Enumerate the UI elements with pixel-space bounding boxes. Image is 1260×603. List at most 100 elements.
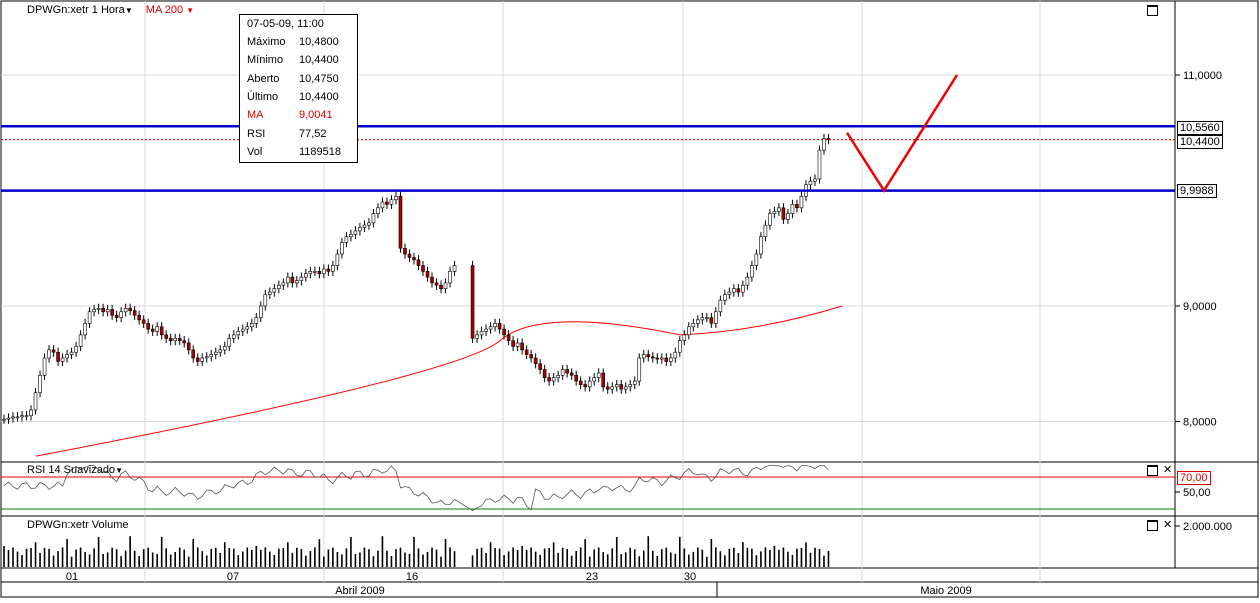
volume-bar	[453, 551, 456, 567]
close-icon[interactable]: ✕	[1163, 518, 1173, 531]
price-tag-last: 10,4400	[1177, 135, 1223, 149]
volume-bar	[115, 549, 118, 567]
symbol-legend[interactable]: DPWGn:xetr 1 Hora▼ MA 200 ▼	[27, 4, 194, 16]
volume-bar	[827, 550, 830, 567]
volume-bar	[561, 547, 564, 567]
volume-bar	[516, 549, 519, 567]
candle-body	[817, 149, 822, 180]
volume-bar	[476, 548, 478, 567]
volume-bar	[341, 554, 343, 567]
info-value: 10,4400	[299, 54, 339, 67]
rsi-legend[interactable]: RSI 14 Suavizado▼	[27, 464, 123, 476]
volume-label: DPWGn:xetr Volume	[27, 519, 129, 531]
candle-body	[164, 334, 168, 339]
volume-bar	[755, 555, 758, 567]
rsi-tick-label: 50,00	[1183, 487, 1211, 499]
candle-body	[741, 284, 745, 293]
candle-body	[159, 326, 164, 336]
maximize-icon[interactable]	[1147, 465, 1158, 476]
candle-body	[65, 354, 69, 359]
candle-body	[515, 342, 520, 347]
volume-bar	[697, 547, 699, 567]
candle-body	[218, 349, 223, 353]
candle-body	[209, 354, 214, 358]
candle-body	[38, 374, 42, 393]
volume-bar	[552, 542, 555, 567]
candle-body	[781, 207, 786, 220]
volume-bar	[345, 548, 348, 567]
volume-bar	[70, 556, 73, 567]
candle-body	[24, 415, 29, 418]
info-value: 1189518	[299, 145, 342, 158]
candle-body	[195, 357, 200, 362]
candle-body	[272, 288, 277, 293]
candle-body	[655, 357, 660, 360]
candle-body	[777, 207, 781, 212]
volume-bar	[12, 547, 14, 567]
info-value: 77,52	[299, 127, 327, 140]
candle-body	[714, 311, 718, 324]
maximize-icon[interactable]	[1147, 520, 1158, 531]
volume-bar	[287, 542, 289, 567]
volume-bar	[778, 549, 780, 567]
candle-body	[610, 386, 615, 390]
rsi-tag-70: 70,00	[1177, 471, 1211, 485]
candle-body	[313, 271, 317, 273]
candle-body	[227, 338, 232, 347]
x-month-label: Abril 2009	[335, 585, 385, 597]
candle-body	[277, 284, 281, 289]
volume-bar	[557, 552, 559, 567]
volume-bar	[106, 552, 109, 567]
candle-body	[385, 201, 389, 205]
candle-body	[578, 380, 583, 385]
volume-bar	[332, 547, 334, 567]
info-key: Mínimo	[247, 54, 284, 67]
ma-legend[interactable]: MA 200 ▼	[146, 4, 194, 16]
candle-body	[344, 236, 349, 243]
volume-bar	[737, 553, 740, 567]
close-icon[interactable]: ✕	[1163, 463, 1173, 476]
moving-average-layer	[35, 305, 843, 457]
chevron-down-icon[interactable]: ▼	[115, 466, 123, 475]
candle-body	[403, 247, 407, 255]
candle-body	[614, 384, 619, 388]
volume-bar	[539, 554, 541, 567]
level-lines-layer	[1, 74, 1175, 193]
candle-body	[96, 308, 101, 310]
info-row: Vol 1189518	[247, 146, 355, 164]
candle-body	[520, 342, 524, 351]
candle-body	[42, 357, 47, 376]
volume-bar	[431, 547, 433, 567]
candle-body	[141, 319, 146, 324]
volume-bar	[183, 549, 186, 567]
volume-bar	[584, 539, 586, 567]
candle-body	[479, 331, 484, 336]
volume-bar	[413, 536, 415, 567]
chevron-down-icon[interactable]: ▼	[124, 6, 133, 15]
candle-body	[601, 372, 606, 388]
candle-body	[412, 257, 416, 261]
volume-bar	[642, 550, 645, 567]
chevron-down-icon[interactable]: ▼	[186, 6, 195, 15]
volume-bar	[296, 547, 298, 567]
candle-body	[502, 328, 506, 336]
maximize-icon[interactable]	[1147, 5, 1158, 16]
volume-bar	[97, 536, 100, 567]
y-tick-label: 8,0000	[1183, 417, 1217, 429]
candle-body	[2, 418, 6, 421]
candle-body	[150, 328, 155, 332]
candle-body	[349, 234, 353, 237]
candle-body	[259, 305, 263, 318]
volume-bar	[701, 549, 704, 567]
candle-body	[249, 323, 254, 328]
volume-bar	[796, 548, 798, 567]
info-key: Vol	[247, 145, 263, 158]
volume-bar	[174, 551, 177, 567]
candle-body	[69, 351, 74, 355]
volume-bar	[381, 536, 384, 567]
candle-body	[367, 222, 371, 226]
crosshair-info-box: 07-05-09, 11:00 Máximo 10,4800 Mínimo 10,44…	[239, 14, 358, 163]
volume-bar	[656, 555, 659, 567]
volume-bar	[21, 555, 23, 567]
